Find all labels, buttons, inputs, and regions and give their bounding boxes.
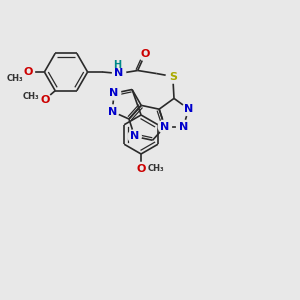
Circle shape — [112, 67, 126, 80]
Circle shape — [38, 93, 51, 106]
Circle shape — [166, 70, 179, 83]
Circle shape — [9, 71, 22, 85]
Circle shape — [139, 47, 152, 61]
Text: O: O — [140, 49, 150, 59]
Circle shape — [106, 105, 119, 118]
Text: N: N — [115, 68, 124, 79]
Text: O: O — [136, 164, 146, 174]
Circle shape — [158, 120, 171, 133]
Circle shape — [128, 130, 141, 143]
Text: S: S — [169, 71, 177, 82]
Text: CH₃: CH₃ — [7, 74, 24, 82]
Circle shape — [182, 103, 195, 116]
Circle shape — [107, 87, 121, 100]
Circle shape — [25, 90, 38, 103]
Circle shape — [134, 162, 148, 176]
Text: N: N — [110, 88, 119, 98]
Text: O: O — [23, 67, 33, 77]
Circle shape — [111, 58, 124, 72]
Text: N: N — [108, 106, 117, 116]
Text: CH₃: CH₃ — [147, 164, 164, 173]
Circle shape — [21, 65, 34, 79]
Text: CH₃: CH₃ — [23, 92, 40, 101]
Circle shape — [149, 162, 162, 176]
Text: N: N — [130, 131, 139, 141]
Text: N: N — [160, 122, 170, 132]
Text: O: O — [40, 95, 50, 105]
Text: N: N — [178, 122, 188, 132]
Text: N: N — [184, 104, 194, 114]
Text: H: H — [113, 60, 122, 70]
Circle shape — [177, 120, 190, 133]
